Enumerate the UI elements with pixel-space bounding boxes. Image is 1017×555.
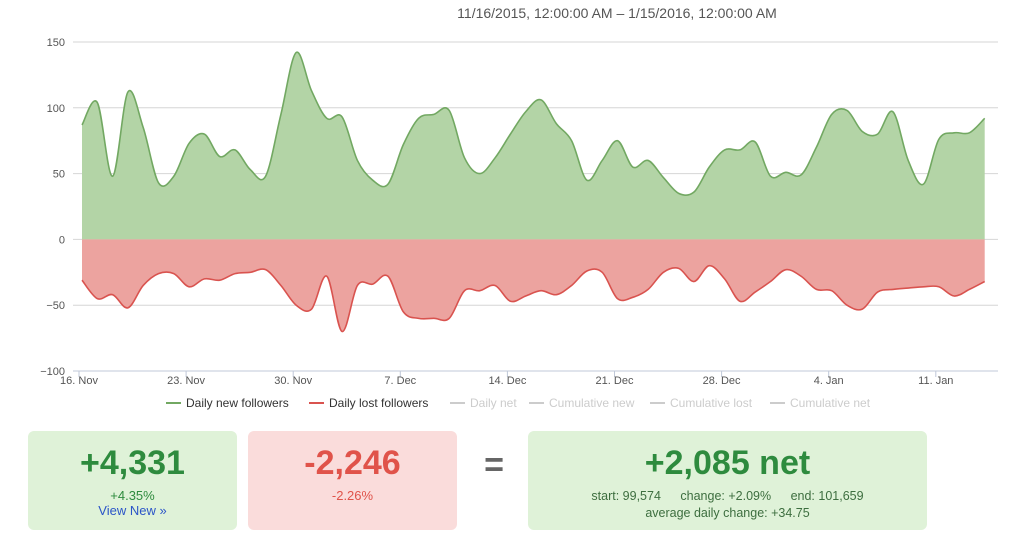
y-tick-label: 150: [47, 37, 65, 49]
net-average-daily-change: average daily change: +34.75: [645, 506, 810, 520]
net-followers-total: +2,085 net: [644, 444, 811, 482]
x-tick-label: 21. Dec: [596, 375, 634, 387]
view-new-link[interactable]: View New »: [98, 503, 167, 518]
daily-lost-followers-line: [81, 264, 986, 333]
y-tick-label: −100: [40, 366, 65, 378]
chart-areas: [81, 51, 986, 333]
legend-item-daily-lost-followers[interactable]: Daily lost followers: [309, 396, 428, 410]
net-change-value: change: +2.09%: [680, 489, 772, 503]
legend-item-cumulative-lost[interactable]: Cumulative lost: [650, 396, 753, 410]
legend-item-cumulative-net[interactable]: Cumulative net: [770, 396, 871, 410]
lost-followers-total: -2,246: [304, 444, 401, 482]
legend-item-cumulative-new[interactable]: Cumulative new: [529, 396, 635, 410]
daily-new-followers-line: [81, 51, 986, 197]
x-axis: 16. Nov 23. Nov 30. Nov 7. Dec 14. Dec 21. De…: [60, 370, 998, 387]
legend-label: Cumulative lost: [670, 396, 753, 410]
followers-chart: 11/16/2015, 12:00:00 AM – 1/15/2016, 12:…: [40, 5, 998, 410]
legend-item-daily-net[interactable]: Daily net: [450, 396, 517, 410]
y-tick-label: 100: [47, 103, 65, 115]
x-tick-label: 7. Dec: [384, 375, 416, 387]
legend-item-daily-new-followers[interactable]: Daily new followers: [166, 396, 289, 410]
y-tick-label: −50: [46, 300, 65, 312]
x-tick-label: 14. Dec: [488, 375, 526, 387]
net-followers-card: +2,085 net start: 99,574 change: +2.09% …: [528, 431, 927, 530]
x-tick-label: 4. Jan: [814, 375, 844, 387]
new-followers-percent: +4.35%: [110, 488, 155, 503]
legend-label: Daily lost followers: [329, 396, 428, 410]
daily-new-followers-area: [82, 52, 985, 240]
lost-followers-percent: -2.26%: [331, 488, 374, 503]
x-tick-label: 23. Nov: [167, 375, 205, 387]
chart-legend: Daily new followers Daily lost followers D…: [166, 396, 871, 410]
x-tick-label: 16. Nov: [60, 375, 98, 387]
lost-followers-card: -2,246 -2.26%: [248, 431, 457, 530]
equals-sign: =: [484, 446, 504, 484]
legend-label: Daily new followers: [186, 396, 289, 410]
y-axis-labels: −100 −50 0 50 100 150: [40, 37, 65, 378]
daily-lost-followers-area: [82, 239, 985, 332]
net-stats-row: start: 99,574 change: +2.09% end: 101,65…: [528, 488, 927, 505]
y-tick-label: 50: [53, 169, 65, 181]
new-followers-card: +4,331 +4.35% View New »: [28, 431, 237, 530]
y-tick-label: 0: [59, 234, 65, 246]
legend-label: Cumulative net: [790, 396, 871, 410]
net-start-value: start: 99,574: [591, 489, 661, 503]
x-tick-label: 30. Nov: [274, 375, 312, 387]
x-tick-label: 11. Jan: [918, 375, 953, 387]
net-end-value: end: 101,659: [790, 489, 864, 503]
x-tick-label: 28. Dec: [703, 375, 741, 387]
legend-label: Daily net: [470, 396, 517, 410]
new-followers-total: +4,331: [80, 444, 185, 482]
chart-title: 11/16/2015, 12:00:00 AM – 1/15/2016, 12:…: [457, 5, 777, 21]
legend-label: Cumulative new: [549, 396, 635, 410]
